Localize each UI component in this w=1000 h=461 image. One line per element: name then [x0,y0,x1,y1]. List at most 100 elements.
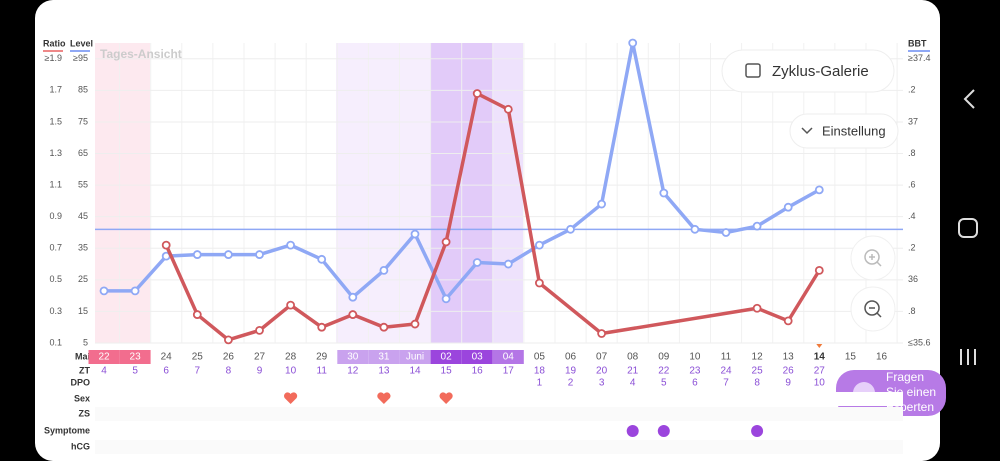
point [286,240,296,250]
zoom-out[interactable] [850,286,896,332]
dpo-label: 8 [754,378,760,389]
ratio-tick-label: 1.7 [49,85,62,95]
button-bg[interactable] [789,113,899,149]
symptom-icon [657,425,670,437]
zoom-in[interactable] [850,235,896,281]
day-pill [337,350,369,364]
y2-tick-label: .6 [908,179,916,189]
button-bg[interactable] [721,49,895,93]
point [99,286,109,296]
zt-label: 26 [783,366,795,377]
row-label: Sex [74,393,90,403]
button-label[interactable]: Einstellung [822,123,886,138]
heart-icon [377,392,391,404]
zt-label: 6 [163,366,169,377]
point [410,319,420,329]
fertile-band [493,43,523,343]
day-label: 09 [658,352,670,363]
point [348,310,358,319]
row-bg [95,392,903,406]
point [472,89,482,98]
day-label: 24 [161,352,173,363]
ratio-tick-label: 0.1 [49,337,62,347]
point [597,199,606,209]
axis-title: BBT [908,38,927,48]
icon [869,307,882,318]
month-label: Mai [75,351,90,361]
zt-label: 12 [347,366,359,377]
button-label[interactable]: Zyklus-Galerie [772,63,869,80]
point [223,335,233,345]
point [690,224,700,234]
row-bg [95,407,903,421]
view-label: Tages-Ansicht [100,47,182,61]
ratio-tick-label: 1.5 [49,116,62,126]
button-bg[interactable] [850,286,896,332]
day-label: 10 [689,352,701,363]
point [441,294,451,304]
day-label: 26 [223,352,235,363]
point [317,254,327,264]
zt-label: 15 [441,366,453,377]
point [503,259,513,269]
point [255,325,264,335]
day-pill [461,350,493,364]
zt-label: 22 [658,366,670,377]
button-label[interactable]: Fragen [886,370,924,384]
zt-label: 17 [503,366,515,377]
point [535,240,544,250]
row-bg [95,424,903,438]
dpo-label: 4 [630,378,636,389]
day-label: 03 [472,352,484,363]
day-label: 16 [876,352,888,363]
zt-label: 16 [472,366,484,377]
day-label: 28 [285,352,297,363]
ratio-tick-label: 0.7 [49,243,62,253]
point [783,316,793,326]
point [535,278,544,288]
day-label: 27 [254,352,266,363]
zt-label: 13 [378,366,390,377]
point [752,221,762,231]
point [659,188,669,198]
button-bg[interactable] [850,235,896,281]
zt-label: 5 [132,366,138,377]
ratio-tick-label: 0.5 [49,274,62,284]
nav-home[interactable] [958,218,978,238]
point [410,229,420,239]
y2-tick-label: .4 [908,211,916,221]
y-tick-label: 15 [78,306,88,316]
gallery-button[interactable]: Zyklus-Galerie [721,49,895,93]
icon [869,254,882,267]
dpo-label: 10 [814,378,826,389]
icon [745,63,761,78]
ratio-tick-label: 1.3 [49,148,62,158]
row-label: ZS [78,408,90,418]
day-label: 15 [845,352,857,363]
zt-label: 9 [257,366,263,377]
point [441,237,451,247]
row-label: ZT [79,365,90,375]
point [192,250,202,259]
ratio-tick-label: 0.9 [49,211,62,221]
ratio-tick-label: 1.1 [49,179,62,189]
day-pill [88,350,120,364]
point [130,286,140,296]
zt-label: 4 [101,366,107,377]
zt-label: 10 [285,366,297,377]
settings-button[interactable]: Einstellung [789,113,899,149]
y-tick-label: ≥95 [73,53,88,63]
nav-recent[interactable] [960,349,976,365]
y2-tick-label: ≤35.6 [908,337,930,347]
icon [801,127,813,135]
y2-tick-label: .2 [908,85,916,95]
day-label: 14 [814,352,826,363]
day-pill [119,350,151,364]
day-label: 05 [534,352,546,363]
day-label: 29 [316,352,328,363]
zt-label: 20 [596,366,608,377]
heart-icon [439,392,453,404]
nav-back[interactable] [963,89,975,109]
today-marker [816,344,823,348]
